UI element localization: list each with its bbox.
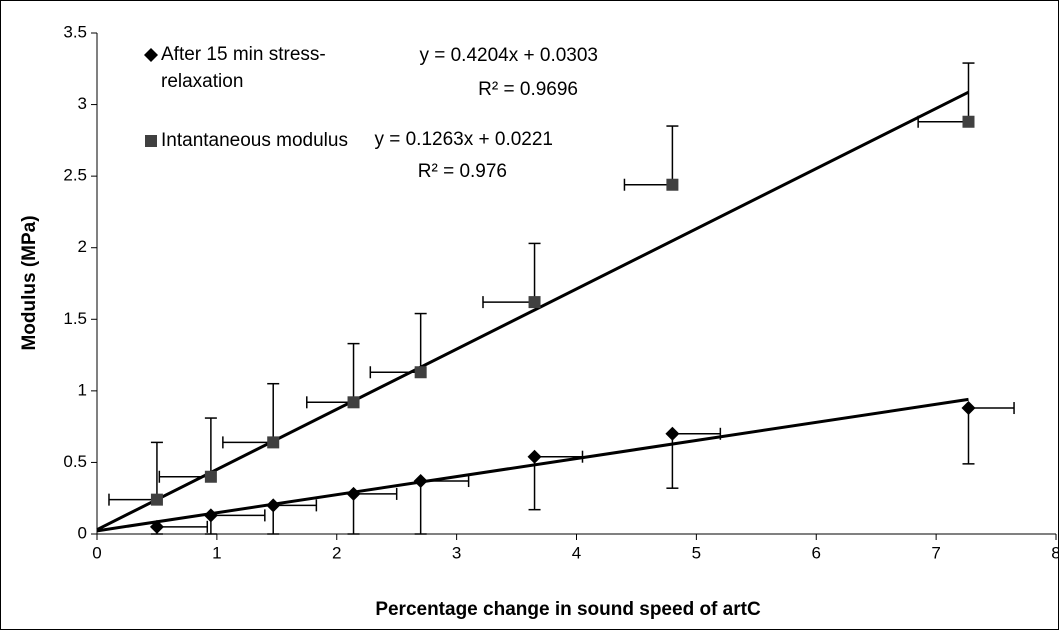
x-tick-label: 4: [572, 543, 581, 562]
x-tick-label: 5: [692, 543, 701, 562]
trendline: [96, 397, 969, 533]
x-tick-label: 3: [452, 543, 461, 562]
point: [961, 401, 976, 416]
point: [266, 498, 281, 513]
point: [666, 178, 679, 191]
x-axis-title: Percentage change in sound speed of artC: [375, 599, 761, 620]
point: [267, 436, 280, 449]
legend-label: After 15 min stress-relaxation: [161, 44, 326, 92]
point: [203, 508, 218, 523]
legend-marker: [145, 135, 157, 147]
y-tick-label: 3: [78, 94, 87, 113]
y-axis-title: Modulus (MPa): [19, 215, 40, 350]
y-tick-label: 3.5: [63, 22, 87, 41]
trendline-equation: y = 0.4204x + 0.0303: [419, 45, 598, 66]
y-tick-label: 2.5: [63, 166, 87, 185]
y-tick-label: 2: [78, 237, 87, 256]
point: [150, 493, 163, 506]
point: [346, 486, 361, 501]
y-tick-label: 1.5: [63, 309, 87, 328]
point: [527, 449, 542, 464]
trendline-r-squared: R² = 0.976: [418, 161, 507, 182]
trendline-r-squared: R² = 0.9696: [478, 79, 578, 100]
x-tick-label: 7: [931, 543, 940, 562]
y-tick-label: 0.5: [63, 452, 87, 471]
x-tick-label: 1: [212, 543, 221, 562]
point: [665, 426, 680, 441]
point: [413, 474, 428, 489]
point: [528, 296, 541, 309]
x-tick-label: 2: [332, 543, 341, 562]
point: [962, 115, 975, 128]
point: [149, 519, 164, 534]
x-tick-label: 8: [1051, 543, 1059, 562]
x-tick-label: 6: [812, 543, 821, 562]
y-tick-label: 0: [78, 523, 87, 542]
point: [414, 366, 427, 379]
point: [347, 396, 360, 409]
x-tick-label: 0: [92, 543, 101, 562]
legend-label: Intantaneous modulus: [161, 130, 348, 151]
trendline-equation: y = 0.1263x + 0.0221: [374, 129, 553, 150]
trendline: [96, 90, 970, 532]
legend-marker: [144, 48, 158, 62]
y-tick-label: 1: [78, 380, 87, 399]
point: [204, 470, 217, 483]
